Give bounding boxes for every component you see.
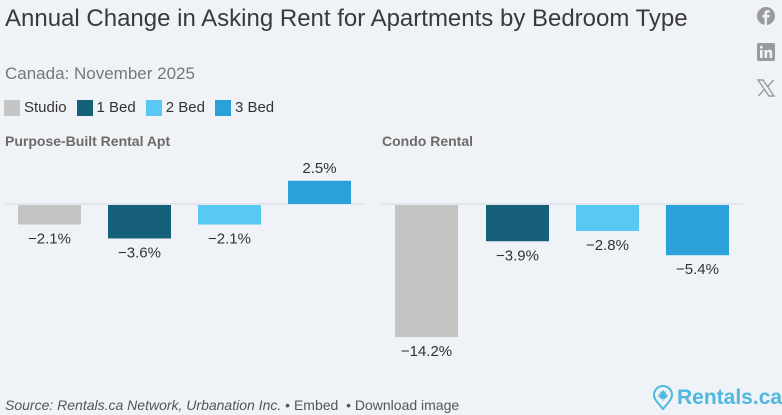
rentals-logo[interactable]: Rentals.ca — [652, 385, 782, 411]
linkedin-icon[interactable] — [756, 42, 776, 62]
legend-label: 1 Bed — [96, 99, 136, 116]
download-image-link[interactable]: Download image — [354, 397, 460, 413]
x-icon[interactable] — [756, 78, 776, 98]
facebook-icon[interactable] — [756, 6, 776, 26]
embed-link[interactable]: Embed — [293, 397, 339, 413]
legend-item-3-bed[interactable]: 3 Bed — [214, 99, 275, 116]
bar-2-bed[interactable] — [576, 205, 639, 232]
source-text: Source: Rentals.ca Network, Urbanation I… — [5, 397, 282, 413]
legend-label: Studio — [24, 99, 67, 116]
legend-item-2-bed[interactable]: 2 Bed — [145, 99, 205, 116]
separator: • — [346, 397, 351, 413]
panel-title-purpose-built: Purpose-Built Rental Apt — [5, 133, 171, 149]
bar-3-bed[interactable] — [666, 205, 729, 256]
panel-condo: −14.2% −3.9% −2.8% −5.4% — [381, 203, 743, 360]
legend-swatch-1-bed — [76, 99, 93, 116]
legend-label: 2 Bed — [165, 99, 205, 116]
chart-title: Annual Change in Asking Rent for Apartme… — [5, 5, 688, 32]
legend-item-1-bed[interactable]: 1 Bed — [76, 99, 136, 116]
separator: • — [285, 397, 291, 413]
data-label-1-bed: −3.6% — [118, 244, 161, 261]
data-label-2-bed: −2.1% — [208, 231, 251, 248]
data-label-studio: −2.1% — [28, 231, 71, 248]
data-label-2-bed: −2.8% — [586, 237, 629, 254]
bar-1-bed[interactable] — [108, 205, 171, 239]
legend-item-studio[interactable]: Studio — [4, 99, 67, 116]
footer: Source: Rentals.ca Network, Urbanation I… — [5, 397, 459, 413]
chart-subtitle: Canada: November 2025 — [5, 64, 195, 83]
bar-1-bed[interactable] — [486, 205, 549, 242]
map-pin-maple-leaf-icon — [652, 385, 674, 411]
panel-title-condo: Condo Rental — [382, 133, 473, 149]
legend-swatch-studio — [4, 99, 20, 116]
bar-studio[interactable] — [18, 205, 81, 225]
logo-text: Rentals.ca — [677, 386, 782, 409]
legend-swatch-3-bed — [214, 99, 231, 116]
legend-label: 3 Bed — [234, 99, 275, 116]
bar-2-bed[interactable] — [198, 205, 261, 225]
data-label-3-bed: −5.4% — [676, 261, 719, 278]
bar-studio[interactable] — [395, 205, 458, 338]
data-label-studio: −14.2% — [401, 343, 452, 360]
data-label-1-bed: −3.9% — [496, 247, 539, 264]
bar-3-bed[interactable] — [288, 180, 351, 204]
legend-swatch-2-bed — [145, 99, 162, 116]
legend: Studio 1 Bed 2 Bed 3 Bed — [4, 99, 284, 116]
data-label-3-bed: 2.5% — [302, 160, 336, 177]
panel-purpose-built: −2.1% −3.6% −2.1% 2.5% — [5, 160, 365, 261]
